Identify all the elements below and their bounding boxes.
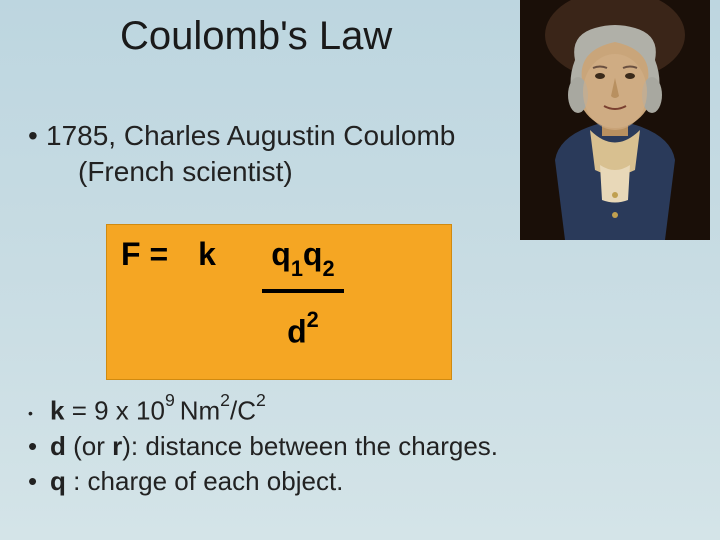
definitions: • k = 9 x 109 Nm2/C2 • d (or r): distanc… (28, 394, 498, 501)
formula-denominator: d2 (287, 311, 319, 351)
formula-d: d (287, 313, 307, 349)
portrait-svg (520, 0, 710, 240)
def-k-sup3: 2 (256, 390, 266, 410)
def-d-sym: d (50, 431, 66, 461)
bullet-dot: • (28, 466, 50, 497)
def-k-eq: = 9 x 10 (64, 396, 164, 426)
formula-q: q (271, 236, 291, 272)
formula-row: F = k q1q2 d2 (121, 235, 437, 351)
formula-lhs: F = (121, 236, 168, 273)
formula-q2: q (303, 236, 323, 272)
def-q-rest: : charge of each object. (66, 466, 344, 496)
formula-sub2: 2 (322, 256, 334, 281)
def-d-rest2: ): distance between the charges. (122, 431, 498, 461)
def-k-sup1: 9 (165, 390, 180, 410)
fraction-bar (262, 289, 344, 293)
def-k-text: k = 9 x 109 Nm2/C2 (50, 394, 266, 427)
intro-text-1: 1785, Charles Augustin Coulomb (46, 120, 455, 151)
def-q-text: q : charge of each object. (50, 466, 343, 497)
def-d-rest: (or (66, 431, 112, 461)
formula-const: k (198, 236, 216, 273)
def-d: • d (or r): distance between the charges… (28, 431, 498, 462)
coulomb-portrait (520, 0, 710, 240)
bullet-dot: • (28, 431, 50, 462)
intro-line-2: (French scientist) (78, 156, 293, 188)
def-k-slash: /C (230, 396, 256, 426)
formula-sub1: 1 (291, 256, 303, 281)
formula-fraction: q1q2 d2 (262, 235, 344, 351)
formula-box: F = k q1q2 d2 (106, 224, 452, 380)
def-k-sup2: 2 (220, 390, 230, 410)
slide-title: Coulomb's Law (120, 14, 392, 59)
bullet-dot: • (28, 120, 46, 152)
def-k-unit1: Nm (180, 396, 220, 426)
intro-line-1: •1785, Charles Augustin Coulomb (28, 120, 455, 152)
def-k: • k = 9 x 109 Nm2/C2 (28, 394, 498, 427)
formula-d-sup: 2 (307, 307, 319, 332)
bullet-dot: • (28, 405, 50, 421)
def-q-sym: q (50, 466, 66, 496)
def-q: • q : charge of each object. (28, 466, 498, 497)
def-k-sym: k (50, 396, 64, 426)
def-d-text: d (or r): distance between the charges. (50, 431, 498, 462)
def-d-r: r (112, 431, 122, 461)
formula-numerator: q1q2 (271, 235, 334, 279)
